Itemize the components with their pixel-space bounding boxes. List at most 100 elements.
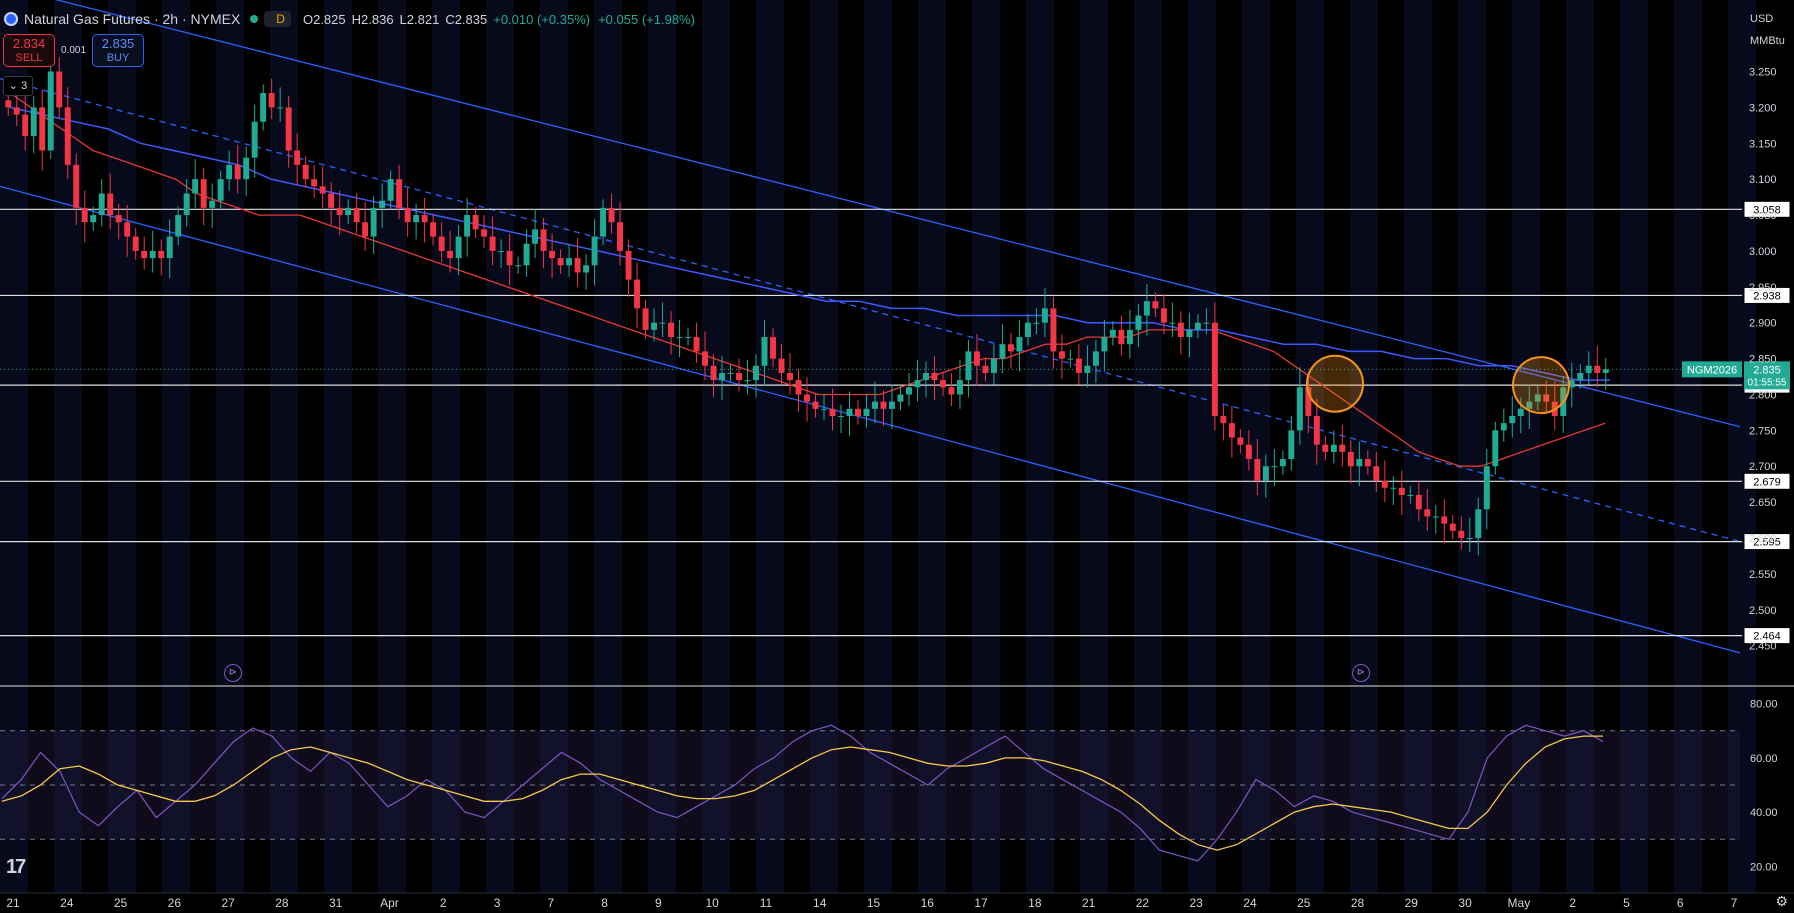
- time-tick-label: 30: [1458, 896, 1472, 910]
- candle-body: [1475, 509, 1482, 538]
- price-tick-label: 2.450: [1749, 641, 1777, 653]
- candle-body: [914, 380, 921, 388]
- candle-body: [1543, 394, 1550, 402]
- buy-button[interactable]: 2.835 BUY: [92, 34, 145, 67]
- symbol-logo-icon: [4, 12, 18, 26]
- candle-body: [47, 71, 54, 151]
- candle-body: [1526, 401, 1533, 409]
- candle-body: [1135, 315, 1142, 330]
- candle-body: [583, 265, 590, 273]
- channel-mid-line: [0, 78, 1741, 543]
- interval-badge-label: D: [276, 12, 285, 26]
- time-tick-label: 11: [760, 896, 773, 910]
- candle-body: [481, 229, 488, 237]
- candle-body: [506, 250, 513, 266]
- candle-body: [727, 372, 734, 374]
- candle-body: [642, 308, 649, 330]
- candle-body: [872, 401, 878, 409]
- measure-unit: MMBtu: [1750, 35, 1785, 47]
- candle-body: [838, 416, 844, 417]
- candle-body: [795, 380, 802, 395]
- candle-body: [362, 222, 369, 237]
- candle-body: [1143, 301, 1150, 316]
- time-tick-label: 3: [494, 896, 501, 910]
- time-tick-label: 9: [655, 896, 662, 910]
- candle-body: [1118, 329, 1125, 345]
- candle-body: [651, 322, 658, 330]
- candle-body: [81, 207, 88, 223]
- change-bar: +0.010 (+0.35%): [493, 11, 591, 27]
- price-tick-label: 2.650: [1749, 497, 1777, 509]
- session-band: [756, 0, 784, 893]
- candle-body: [379, 200, 386, 208]
- time-tick-label: Apr: [380, 896, 399, 910]
- candle-body: [1398, 487, 1405, 495]
- candle-body: [1509, 416, 1516, 424]
- session-band: [1458, 0, 1486, 893]
- candle-body: [141, 250, 148, 259]
- candle-body: [90, 215, 97, 223]
- candle-body: [829, 408, 836, 416]
- candle-body: [999, 344, 1006, 359]
- candle-body: [1585, 365, 1592, 373]
- price-tick-label: 2.900: [1749, 318, 1777, 330]
- session-band: [1296, 0, 1324, 893]
- time-tick-label: 25: [114, 896, 128, 910]
- axis-units[interactable]: USD MMBtu: [1746, 8, 1794, 52]
- level-label: 2.938: [1753, 290, 1781, 302]
- rsi-pane: [0, 724, 1740, 862]
- rsi-tick-label: 80.00: [1750, 699, 1778, 711]
- price-tick-label: 2.950: [1749, 282, 1777, 294]
- candle-body: [574, 258, 581, 273]
- candle-body: [353, 207, 360, 223]
- candle-body: [1041, 308, 1048, 323]
- candle-body: [821, 408, 827, 410]
- session-band: [648, 0, 676, 893]
- sell-button[interactable]: 2.834 SELL: [3, 34, 55, 67]
- candle-body: [719, 372, 726, 381]
- candle-body: [634, 279, 641, 309]
- candle-body: [591, 236, 598, 266]
- time-tick-label: 18: [1028, 896, 1042, 910]
- candle-body: [973, 351, 980, 366]
- candle-body: [294, 150, 301, 165]
- candle-body: [1109, 329, 1116, 338]
- event-marker-icon[interactable]: ⊳: [1352, 664, 1370, 682]
- candle-body: [1458, 530, 1465, 538]
- event-marker-icon[interactable]: ⊳: [224, 664, 242, 682]
- level-label: 2.464: [1753, 631, 1781, 643]
- candle-body: [396, 179, 403, 208]
- candle-body: [243, 157, 250, 180]
- candle-body: [430, 222, 437, 237]
- candle-body: [804, 394, 810, 402]
- candle-body: [1101, 337, 1108, 352]
- candle-body: [22, 114, 29, 137]
- candle-body: [1203, 322, 1210, 324]
- indicator-toggle-button[interactable]: ⌄ 3: [3, 76, 33, 96]
- candle-body: [1347, 451, 1354, 467]
- candle-body: [73, 164, 80, 208]
- candle-body: [1517, 408, 1524, 416]
- candle-body: [1033, 322, 1040, 324]
- time-tick-label: 26: [168, 896, 182, 910]
- candle-body: [990, 358, 997, 373]
- candle-body: [1126, 329, 1133, 345]
- candle-body: [1050, 308, 1057, 352]
- time-tick-label: 5: [1623, 896, 1630, 910]
- level-label-box: [1743, 472, 1791, 490]
- time-tick-label: 8: [601, 896, 608, 910]
- price-tick-label: 2.800: [1749, 389, 1777, 401]
- candle-body: [1466, 538, 1473, 539]
- time-tick-label: 10: [705, 896, 719, 910]
- interval-badge[interactable]: D: [264, 11, 291, 27]
- candle-body: [1602, 369, 1609, 373]
- gear-icon[interactable]: ⚙: [1775, 893, 1788, 909]
- price-tick-label: 2.750: [1749, 425, 1777, 437]
- symbol-title[interactable]: Natural Gas Futures · 2h · NYMEX: [24, 11, 241, 27]
- candle-body: [761, 337, 768, 366]
- candle-body: [1262, 466, 1269, 481]
- time-tick-label: 24: [60, 896, 74, 910]
- candle-body: [328, 193, 335, 208]
- time-tick-label: 29: [1405, 896, 1419, 910]
